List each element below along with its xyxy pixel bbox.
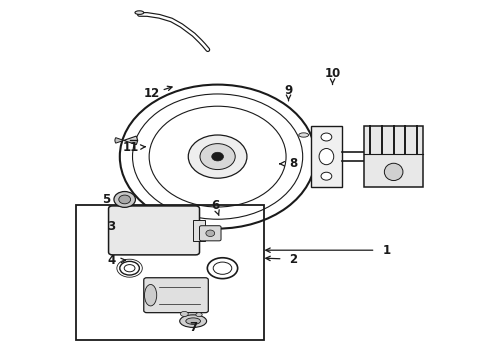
Text: 11: 11	[122, 141, 139, 154]
Circle shape	[114, 192, 135, 207]
Ellipse shape	[180, 311, 188, 316]
Text: 4: 4	[107, 255, 115, 267]
Ellipse shape	[213, 262, 231, 274]
Text: 10: 10	[324, 67, 340, 80]
Circle shape	[119, 195, 130, 204]
FancyBboxPatch shape	[108, 206, 199, 255]
FancyBboxPatch shape	[143, 278, 208, 312]
Circle shape	[200, 144, 235, 170]
Circle shape	[211, 152, 223, 161]
Text: 12: 12	[143, 87, 160, 100]
Ellipse shape	[384, 163, 402, 181]
Circle shape	[320, 133, 331, 141]
Ellipse shape	[185, 318, 200, 324]
Ellipse shape	[124, 265, 135, 272]
Text: 9: 9	[284, 84, 292, 96]
Wedge shape	[115, 138, 123, 143]
Ellipse shape	[319, 149, 333, 165]
Bar	[193, 220, 205, 241]
Text: 7: 7	[189, 321, 197, 334]
Text: 1: 1	[382, 244, 389, 257]
Circle shape	[188, 135, 246, 178]
Bar	[76, 205, 264, 340]
Ellipse shape	[144, 284, 156, 306]
Text: 2: 2	[289, 253, 297, 266]
Text: 8: 8	[289, 157, 297, 170]
Circle shape	[205, 230, 214, 237]
Bar	[310, 126, 342, 187]
Text: 3: 3	[107, 220, 115, 233]
Wedge shape	[123, 136, 137, 145]
Ellipse shape	[195, 312, 202, 317]
Circle shape	[320, 172, 331, 180]
Ellipse shape	[135, 11, 143, 14]
FancyBboxPatch shape	[199, 226, 221, 241]
Ellipse shape	[180, 315, 206, 328]
Ellipse shape	[298, 133, 308, 137]
Text: 5: 5	[102, 193, 110, 206]
Bar	[364, 126, 422, 187]
Text: 6: 6	[211, 199, 219, 212]
